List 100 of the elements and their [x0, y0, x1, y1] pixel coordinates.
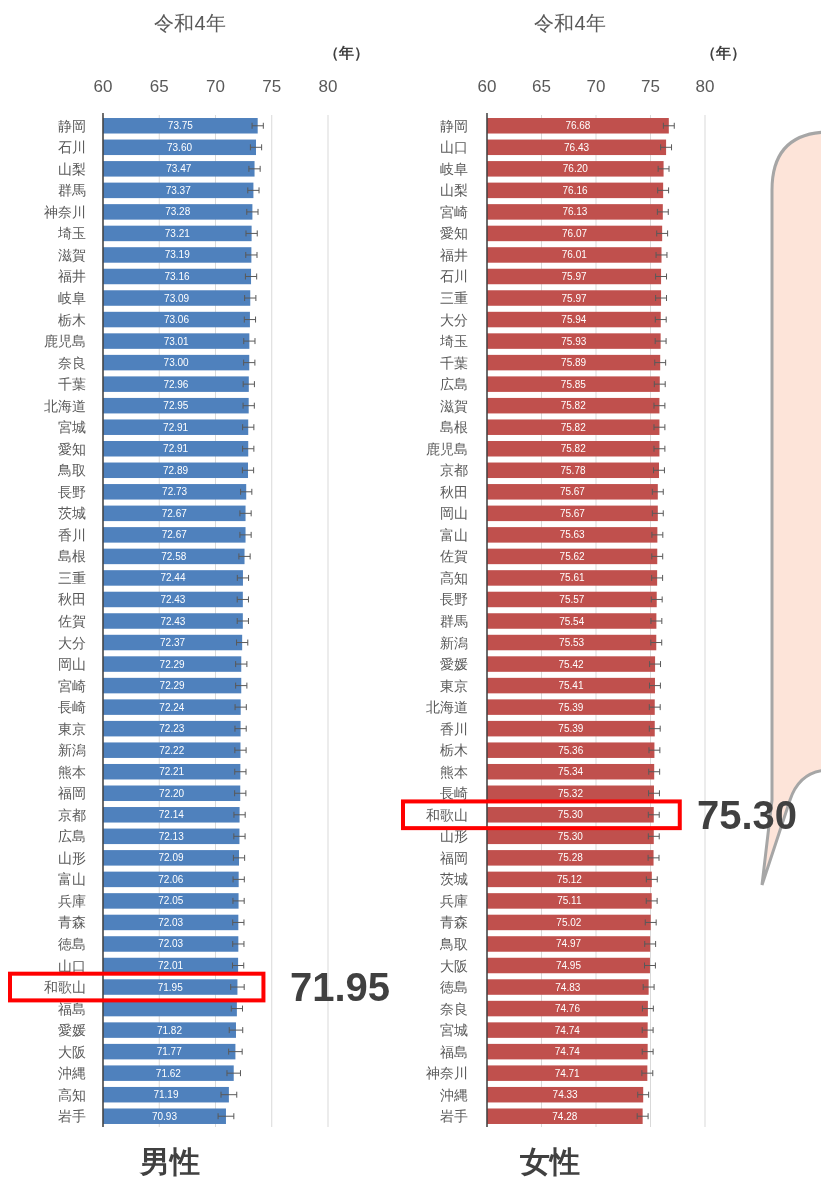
y-tick-label: 長崎 [58, 699, 86, 716]
y-tick-label: 栃木 [440, 742, 468, 759]
data-label: 72.22 [159, 744, 185, 756]
y-tick-label: 沖縄 [440, 1086, 468, 1103]
y-tick-label: 愛知 [440, 225, 468, 242]
data-label: 76.43 [564, 141, 590, 153]
data-label: 75.41 [558, 680, 584, 692]
data-label: 76.01 [561, 249, 588, 261]
y-tick-label: 愛媛 [58, 1022, 86, 1039]
data-label: 75.63 [559, 529, 586, 541]
data-label: 71.19 [153, 1089, 179, 1101]
y-tick-label: 秋田 [58, 591, 86, 608]
y-tick-label: 鳥取 [57, 462, 86, 479]
y-tick-label: 宮崎 [440, 203, 468, 220]
y-tick-label: 茨城 [58, 505, 86, 522]
data-label: 75.61 [559, 572, 586, 584]
data-label: 72.21 [159, 766, 185, 778]
data-label: 75.82 [560, 443, 587, 455]
y-tick-label: 茨城 [440, 871, 468, 888]
y-tick-label: 鹿児島 [426, 440, 468, 457]
data-label: 72.20 [159, 787, 185, 799]
data-label: 73.60 [166, 141, 193, 153]
y-tick-label: 埼玉 [57, 225, 86, 242]
y-tick-label: 北海道 [44, 397, 86, 414]
data-label: 72.06 [158, 873, 184, 885]
annotation: 71.95 [290, 965, 391, 1010]
x-tick-label: 70 [586, 77, 606, 96]
data-label: 72.58 [161, 550, 187, 562]
y-tick-label: 岩手 [58, 1108, 86, 1125]
y-tick-label: 福井 [58, 268, 86, 285]
y-tick-label: 和歌山 [426, 806, 468, 823]
x-tick-label: 75 [641, 77, 660, 96]
y-tick-label: 群馬 [58, 182, 86, 199]
y-tick-label: 東京 [58, 720, 86, 737]
data-label: 75.53 [559, 637, 585, 649]
data-label: 72.67 [161, 529, 188, 541]
x-tick-label: 60 [93, 77, 113, 96]
y-tick-label: 岡山 [58, 656, 86, 673]
y-tick-label: 徳島 [440, 979, 468, 996]
y-tick-label: 香川 [58, 526, 86, 543]
data-label: 72.23 [159, 723, 185, 735]
y-tick-label: 山梨 [58, 160, 86, 177]
y-tick-label: 神奈川 [426, 1065, 468, 1082]
y-tick-label: 山口 [58, 957, 86, 974]
y-tick-label: 山形 [58, 849, 86, 866]
data-label: 75.85 [560, 378, 587, 390]
y-tick-label: 愛媛 [440, 656, 468, 673]
data-label: 75.11 [557, 895, 582, 907]
data-label: 75.97 [561, 270, 587, 282]
y-tick-label: 京都 [58, 806, 86, 823]
data-label: 75.94 [561, 314, 587, 326]
y-tick-label: 富山 [58, 871, 86, 888]
data-label: 72.01 [158, 960, 184, 972]
data-label: 72.29 [159, 680, 186, 692]
data-label: 75.34 [558, 766, 584, 778]
data-label: 73.28 [165, 206, 191, 218]
y-tick-label: 大阪 [58, 1043, 86, 1060]
data-label: 74.74 [554, 1046, 581, 1058]
y-tick-label: 高知 [440, 569, 468, 586]
data-label: 73.21 [164, 227, 191, 239]
data-label: 74.74 [554, 1024, 581, 1036]
y-tick-label: 秋田 [440, 483, 468, 500]
data-label: 72.44 [160, 572, 186, 584]
data-label: 75.82 [560, 400, 587, 412]
y-tick-label: 福井 [440, 246, 468, 263]
data-label: 75.42 [558, 658, 584, 670]
data-label: 70.93 [151, 1110, 178, 1122]
x-axis-title: （年） [324, 44, 369, 61]
data-label: 71.77 [156, 1046, 183, 1058]
data-label: 76.20 [562, 163, 589, 175]
data-label: 73.47 [166, 163, 192, 175]
data-label: 74.95 [555, 960, 582, 972]
y-tick-label: 熊本 [58, 763, 86, 780]
y-tick-label: 宮崎 [58, 677, 86, 694]
text: 男性 [139, 1145, 200, 1178]
y-tick-label: 神奈川 [44, 203, 86, 220]
y-tick-label: 奈良 [58, 354, 86, 371]
data-label: 71.82 [156, 1024, 183, 1036]
x-tick-label: 65 [149, 77, 169, 96]
chart-title: 令和4年 [154, 12, 226, 34]
y-tick-label: 新潟 [58, 742, 86, 759]
data-label: 75.39 [558, 701, 584, 713]
y-tick-label: 香川 [440, 720, 468, 737]
data-label: 74.83 [555, 981, 581, 993]
data-label: 75.67 [559, 507, 586, 519]
data-label: 74.33 [552, 1089, 579, 1101]
x-tick-label: 80 [695, 77, 715, 96]
y-tick-label: 福岡 [440, 849, 468, 866]
y-tick-label: 静岡 [58, 117, 86, 134]
data-label: 75.57 [559, 593, 585, 605]
y-tick-label: 高知 [58, 1086, 86, 1103]
data-label: 72.73 [162, 486, 188, 498]
data-label: 75.54 [559, 615, 585, 627]
data-label: 74.28 [552, 1110, 578, 1122]
y-tick-label: 栃木 [58, 311, 86, 328]
y-tick-label: 福岡 [58, 785, 86, 802]
data-label: 74.76 [554, 1003, 581, 1015]
data-label: 71.62 [155, 1067, 182, 1079]
y-tick-label: 岐阜 [440, 160, 468, 177]
y-tick-label: 京都 [440, 462, 468, 479]
